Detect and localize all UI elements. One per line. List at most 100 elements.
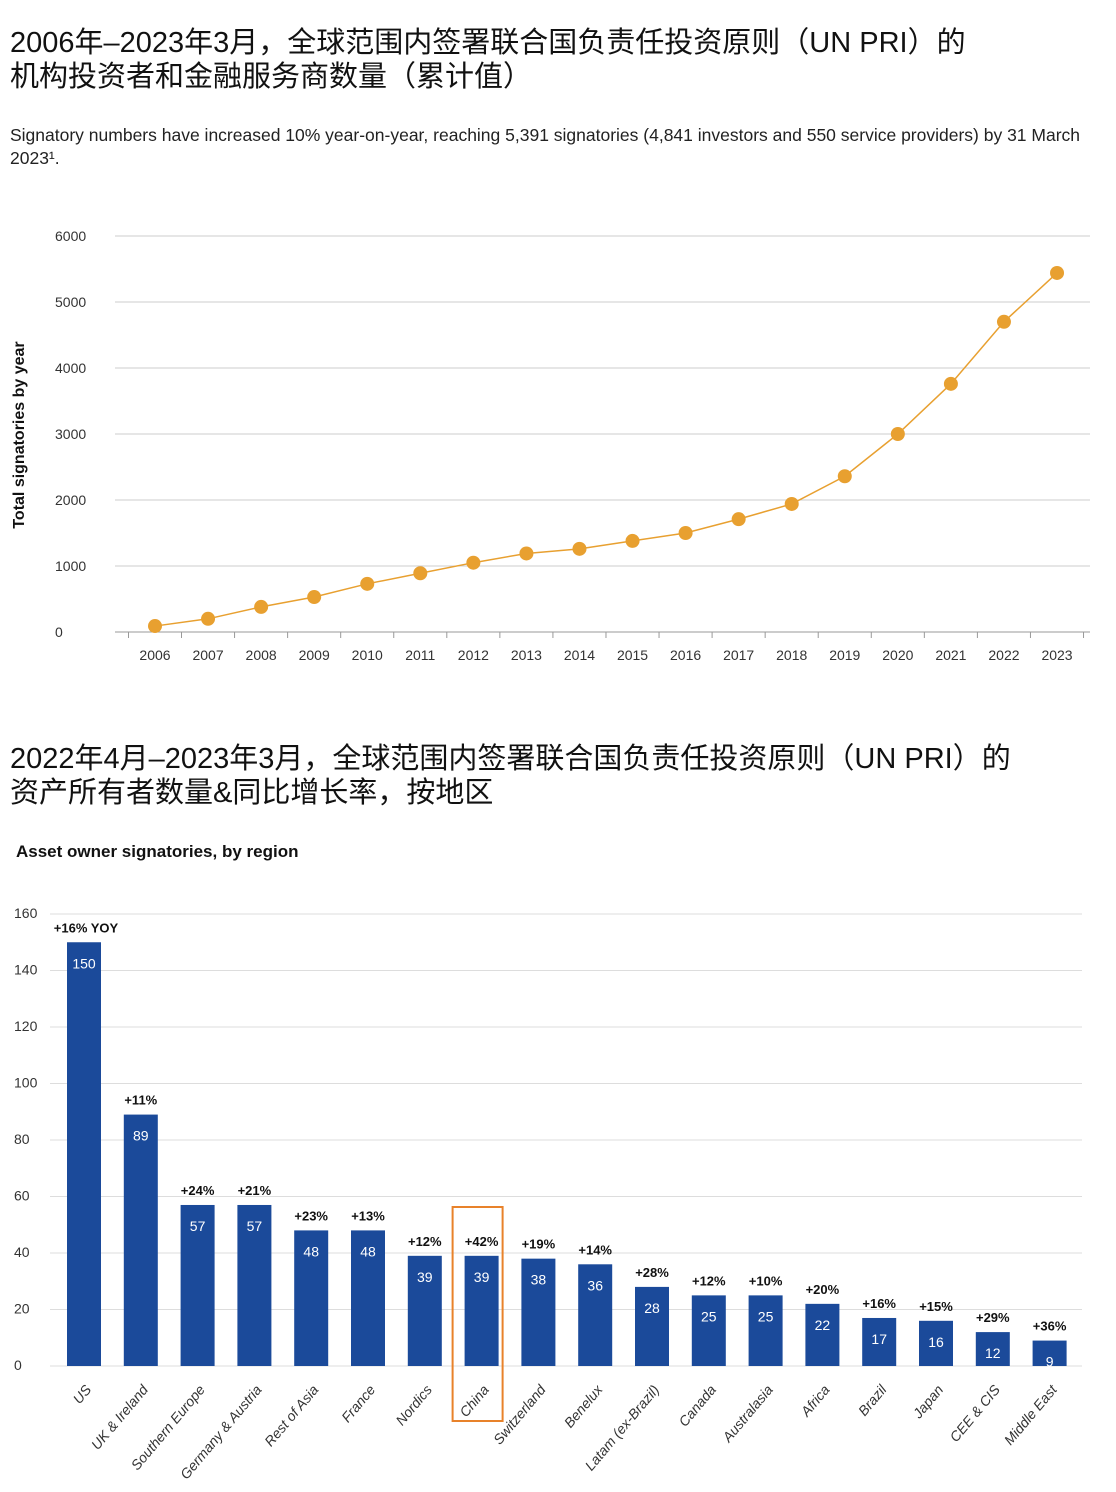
series-line (154, 272, 1058, 627)
data-point (678, 526, 693, 540)
y-tick-label: 20 (14, 1301, 30, 1317)
data-point (254, 599, 269, 614)
x-tick-label: China (456, 1381, 492, 1419)
bar-value-label: 9 (1046, 1354, 1054, 1370)
x-tick-label: UK & Ireland (88, 1381, 152, 1453)
bar-value-label: 22 (815, 1317, 831, 1333)
x-tick-label: 2007 (192, 647, 223, 663)
y-tick-label: 6000 (55, 228, 86, 244)
y-tick-label: 1000 (55, 558, 86, 574)
bar-chart: 0 20 40 60 80 100 120 140 160 150 +16% YOY US 89 +11%… (14, 905, 1082, 1482)
x-tick-label: 2014 (564, 647, 595, 663)
x-tick-label: 2016 (670, 647, 701, 663)
growth-label: +23% (294, 1208, 328, 1223)
growth-label: +16% (862, 1296, 896, 1311)
bar-nordics (407, 1255, 442, 1366)
y-tick-label: 2000 (55, 492, 86, 508)
bar-china (464, 1255, 499, 1366)
growth-label: +12% (408, 1234, 442, 1249)
x-tick-label: CEE & CIS (946, 1381, 1003, 1445)
growth-label: +15% (919, 1299, 953, 1314)
bar-canada (691, 1295, 726, 1366)
bar-value-label: 39 (417, 1269, 433, 1285)
y-tick-label: 140 (14, 962, 38, 978)
bar-germany-austria (237, 1204, 272, 1366)
bar-value-label: 25 (758, 1308, 774, 1324)
x-tick-label: 2018 (776, 647, 807, 663)
bar-value-label: 16 (928, 1334, 944, 1350)
growth-label: +29% (976, 1310, 1010, 1325)
bar-us (67, 942, 101, 1366)
x-tick-label: Switzerland (490, 1381, 550, 1448)
growth-label: +19% (522, 1237, 556, 1252)
data-point (625, 533, 640, 548)
growth-label: +21% (238, 1183, 272, 1198)
data-point (519, 546, 534, 561)
bar-rest-of-asia (294, 1230, 329, 1366)
x-tick-label: 2011 (405, 647, 435, 663)
x-tick-label: 2019 (829, 647, 860, 663)
x-tick-label: Canada (675, 1381, 719, 1429)
x-tick-label: 2017 (723, 647, 754, 663)
data-point (572, 541, 587, 556)
y-tick-label: 60 (14, 1188, 30, 1204)
data-point (360, 576, 375, 591)
x-tick-label: 2012 (458, 647, 489, 663)
bar-value-label: 57 (190, 1218, 206, 1234)
y-tick-label: 4000 (55, 360, 86, 376)
growth-label: +11% (124, 1093, 157, 1108)
x-tick-label: US (70, 1381, 95, 1407)
x-tick-label: 2009 (299, 647, 330, 663)
x-tick-label: 2008 (246, 647, 277, 663)
data-point (996, 314, 1011, 329)
bar-africa (805, 1303, 840, 1366)
bar-value-label: 25 (701, 1308, 717, 1324)
x-tick-label: Africa (797, 1381, 833, 1420)
data-point (890, 427, 905, 441)
x-tick-label: Japan (909, 1381, 947, 1421)
x-tick-label: Nordics (392, 1382, 435, 1429)
growth-label: +14% (578, 1242, 612, 1257)
bar-uk-ireland (123, 1114, 158, 1366)
data-point (784, 496, 799, 511)
y-tick-label: 40 (14, 1244, 30, 1260)
y-tick-label: 3000 (55, 426, 86, 442)
highlight-box (451, 1206, 504, 1422)
x-tick-label: Australasia (718, 1381, 776, 1445)
x-tick-label: Benelux (561, 1381, 606, 1431)
x-tick-label: Brazil (855, 1381, 890, 1419)
section1-title-line2: 机构投资者和金融服务商数量（累计值） (10, 61, 533, 93)
bar-value-label: 57 (247, 1218, 263, 1234)
growth-label: +24% (181, 1183, 215, 1198)
y-tick-label: 80 (14, 1131, 30, 1147)
bar-switzerland (521, 1258, 556, 1366)
bar-value-label: 36 (587, 1277, 603, 1293)
bar-latam-ex-brazil- (635, 1286, 669, 1366)
bar-cee-cis (975, 1332, 1010, 1366)
x-tick-label: 2006 (139, 647, 170, 663)
data-point (413, 566, 428, 581)
data-point (731, 512, 746, 527)
y-tick-label: 0 (14, 1357, 22, 1373)
line-chart: 0 1000 2000 3000 4000 5000 6000 2006 2007 2008 200… (11, 228, 1090, 663)
bar-value-label: 89 (133, 1128, 149, 1144)
growth-label: +36% (1033, 1319, 1067, 1334)
bar-middle-east (1032, 1340, 1067, 1366)
bar-value-label: 48 (303, 1243, 319, 1259)
bar-france (351, 1230, 385, 1366)
x-tick-label: 2020 (882, 647, 913, 663)
y-tick-label: 100 (14, 1075, 38, 1091)
growth-label: +10% (749, 1273, 783, 1288)
growth-label: +12% (692, 1273, 726, 1288)
bar-chart-title: Asset owner signatories, by region (16, 842, 299, 861)
bar-value-label: 39 (474, 1269, 490, 1285)
bar-benelux (578, 1264, 613, 1366)
growth-label: +16% YOY (54, 920, 119, 935)
y-axis-label: Total signatories by year (11, 341, 28, 528)
y-tick-label: 120 (14, 1018, 38, 1034)
growth-label: +28% (635, 1265, 669, 1280)
data-point (148, 619, 162, 634)
y-tick-label: 0 (55, 624, 63, 640)
bar-value-label: 12 (985, 1345, 1001, 1361)
section1-title-line1: 2006年–2023年3月，全球范围内签署联合国负责任投资原则（UN PRI）的 (10, 27, 966, 59)
